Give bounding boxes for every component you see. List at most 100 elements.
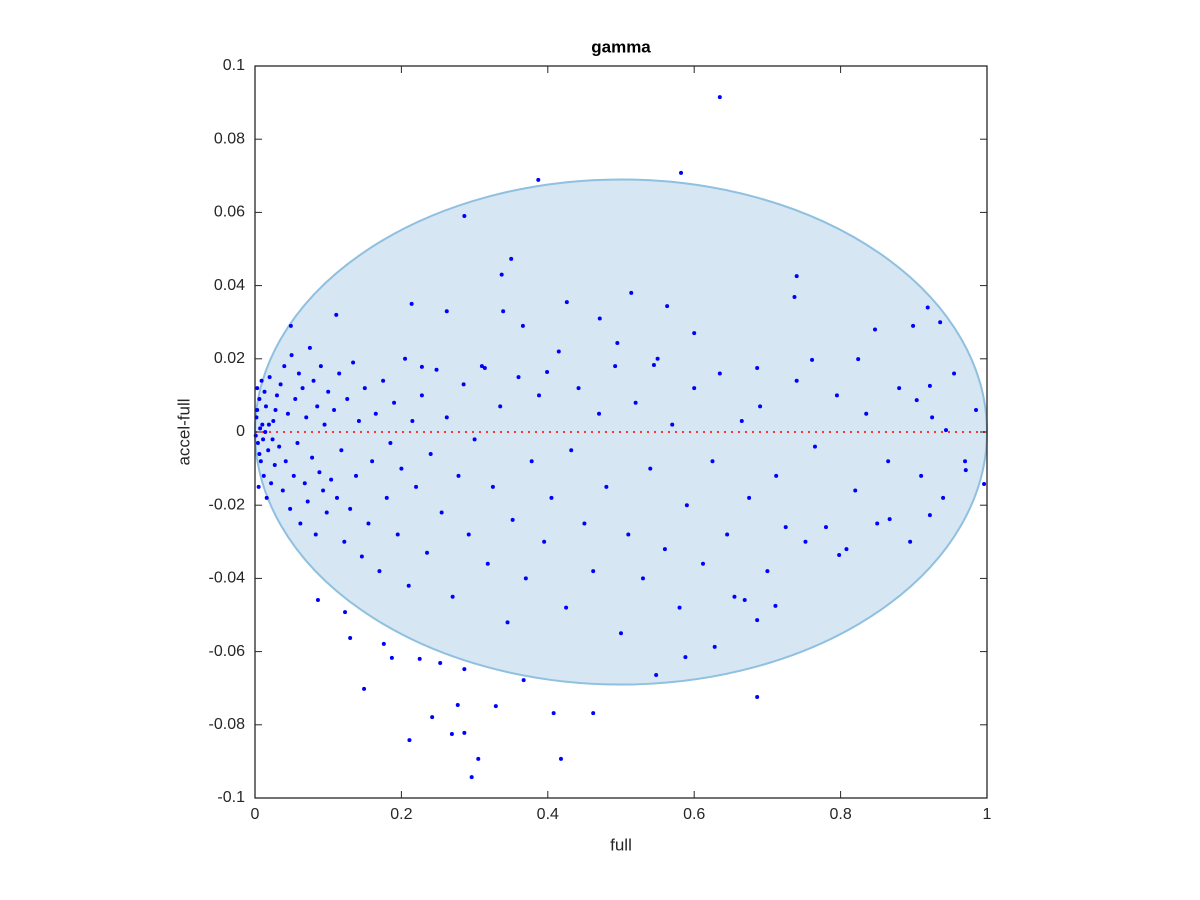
data-point: [717, 95, 722, 100]
data-point: [324, 510, 329, 515]
data-point: [282, 364, 287, 369]
data-point: [677, 605, 682, 610]
data-point: [307, 345, 312, 350]
data-point: [334, 495, 339, 500]
data-point: [485, 561, 490, 566]
data-point: [322, 422, 327, 427]
data-point: [392, 400, 397, 405]
x-axis-label: full: [610, 835, 632, 854]
data-point: [490, 484, 495, 489]
data-point: [288, 506, 293, 511]
data-point: [389, 655, 394, 660]
data-point: [774, 473, 779, 478]
data-point: [597, 316, 602, 321]
data-point: [834, 393, 839, 398]
data-point: [315, 597, 320, 602]
data-point: [305, 499, 310, 504]
data-point: [523, 576, 528, 581]
data-point: [362, 686, 367, 691]
data-point: [529, 459, 534, 464]
data-point: [255, 408, 260, 413]
data-point: [670, 422, 675, 427]
data-point: [545, 369, 550, 374]
data-point: [444, 415, 449, 420]
data-point: [343, 610, 348, 615]
data-point: [258, 426, 263, 431]
data-point: [717, 371, 722, 376]
data-point: [326, 389, 331, 394]
data-point: [908, 539, 913, 544]
data-point: [342, 539, 347, 544]
data-point: [259, 378, 264, 383]
data-point: [773, 603, 778, 608]
data-point: [564, 300, 569, 305]
data-point: [482, 365, 487, 370]
data-point: [256, 484, 261, 489]
data-point: [255, 386, 260, 391]
chart-title: gamma: [591, 37, 651, 56]
data-point: [700, 561, 705, 566]
data-point: [280, 488, 285, 493]
data-point: [318, 364, 323, 369]
y-tick-label: -0.04: [209, 570, 246, 587]
data-point: [914, 398, 919, 403]
data-point: [938, 320, 943, 325]
data-point: [974, 408, 979, 413]
data-point: [549, 495, 554, 500]
data-point: [509, 256, 514, 261]
data-point: [684, 503, 689, 508]
data-point: [293, 397, 298, 402]
data-point: [654, 673, 659, 678]
y-tick-label: 0.1: [223, 57, 245, 74]
data-point: [498, 404, 503, 409]
data-point: [651, 363, 656, 368]
data-point: [692, 386, 697, 391]
data-point: [505, 620, 510, 625]
data-point: [765, 569, 770, 574]
data-point: [911, 323, 916, 328]
data-point: [619, 631, 623, 636]
data-point: [564, 605, 569, 610]
data-point: [317, 470, 322, 475]
data-point: [613, 364, 618, 369]
data-point: [302, 481, 307, 486]
data-point: [640, 576, 645, 581]
data-point: [963, 468, 968, 473]
y-axis-label: accel-full: [174, 398, 193, 465]
y-tick-label: -0.02: [209, 496, 246, 513]
data-point: [665, 304, 670, 309]
y-tick-label: -0.1: [217, 789, 245, 806]
data-point: [897, 386, 902, 391]
data-point: [732, 594, 737, 599]
data-point: [419, 364, 424, 369]
data-point: [384, 495, 389, 500]
y-tick-label: 0: [236, 423, 245, 440]
data-point: [310, 455, 315, 460]
data-point: [536, 177, 541, 182]
data-point: [409, 301, 414, 306]
data-point: [395, 532, 400, 537]
data-point: [944, 428, 949, 433]
data-point: [626, 532, 631, 537]
data-point: [266, 422, 271, 427]
data-point: [469, 775, 474, 780]
y-tick-label: -0.06: [209, 643, 246, 660]
data-point: [366, 521, 371, 526]
data-point: [927, 383, 932, 388]
data-point: [261, 437, 266, 442]
data-point: [556, 349, 561, 354]
data-point: [930, 415, 935, 420]
data-point: [887, 517, 892, 522]
data-point: [351, 360, 356, 365]
data-point: [479, 364, 484, 369]
data-point: [425, 550, 430, 555]
data-point: [419, 393, 424, 398]
data-point: [648, 466, 653, 471]
data-point: [456, 473, 461, 478]
y-tick-label: -0.08: [209, 716, 246, 733]
data-point: [712, 644, 717, 649]
data-point: [501, 309, 506, 314]
data-point: [262, 389, 267, 394]
data-point: [356, 419, 361, 424]
